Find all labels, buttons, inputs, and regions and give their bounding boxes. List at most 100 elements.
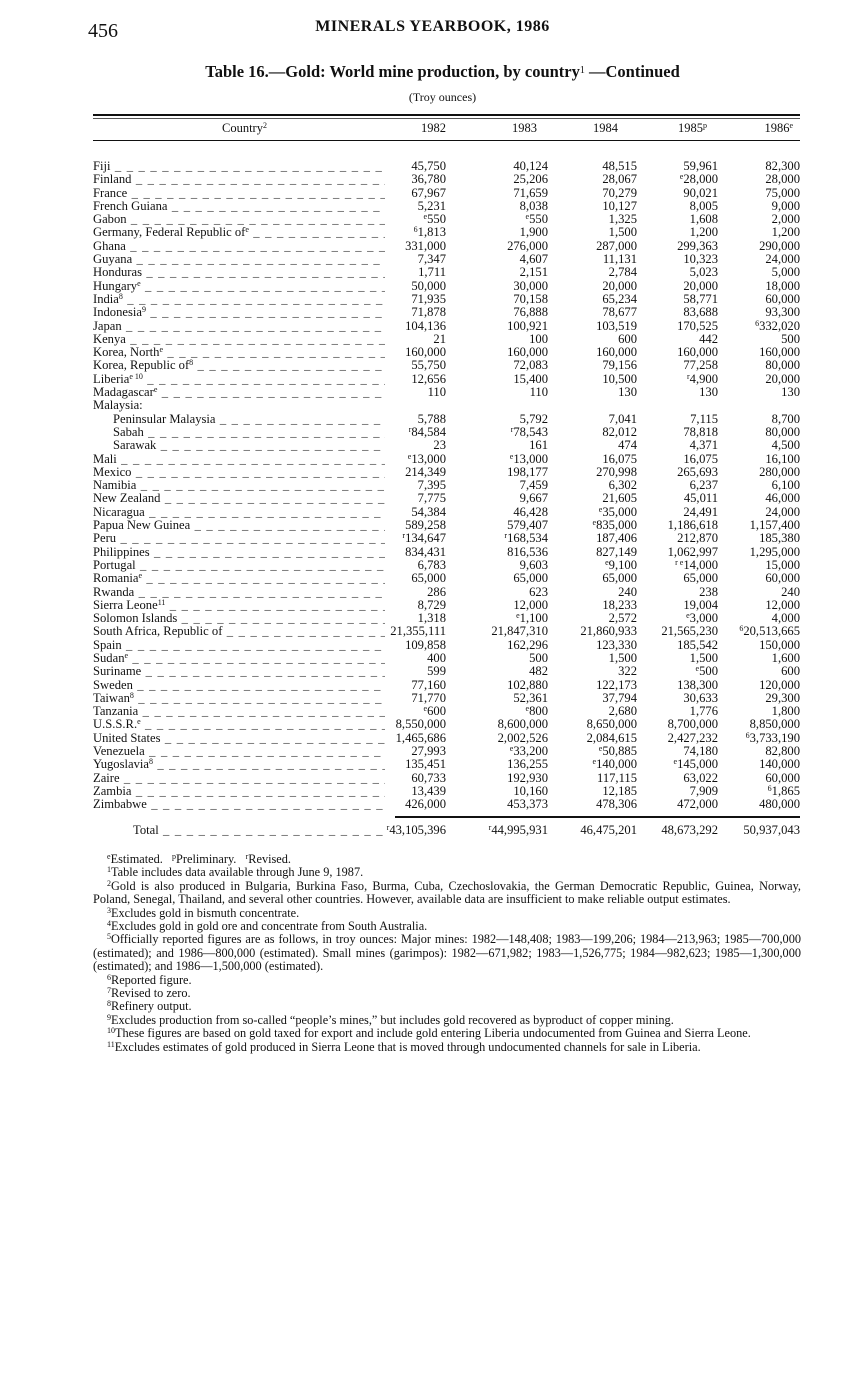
value-text: 7,395 — [417, 478, 446, 493]
dot-leader: _ _ _ _ _ _ _ _ _ _ _ _ _ _ _ _ _ _ _ _ … — [160, 439, 385, 453]
country-name: Papua New Guinea _ _ _ _ _ _ _ _ _ _ _ _… — [93, 519, 385, 532]
value-text: 14,000 — [683, 557, 718, 572]
table-title-text: Table 16.—Gold: World mine production, b… — [205, 62, 580, 81]
table-row: Madagascare _ _ _ _ _ _ _ _ _ _ _ _ _ _ … — [93, 385, 800, 400]
value-text: 6,100 — [771, 478, 800, 493]
value-cell: 7,347 — [417, 252, 446, 267]
value-cell: 12,000 — [513, 598, 548, 612]
value-text: 15,400 — [513, 371, 548, 386]
value-text: 478,306 — [596, 797, 637, 812]
value-footnote-ref: e — [423, 212, 428, 222]
table-row: Yugoslavia8 _ _ _ _ _ _ _ _ _ _ _ _ _ _ … — [93, 758, 800, 771]
value-cell: 10,127 — [602, 199, 637, 213]
table-row: Sierra Leone11 _ _ _ _ _ _ _ _ _ _ _ _ _… — [93, 598, 800, 612]
value-text: 80,000 — [765, 424, 800, 439]
value-footnote-ref: e — [686, 611, 690, 621]
value-cell: 7,115 — [690, 412, 718, 426]
value-footnote-ref: e — [673, 757, 678, 767]
value-text: 82,800 — [765, 744, 800, 759]
value-text: 1,062,997 — [667, 544, 718, 559]
country-label: Portugal — [93, 558, 136, 572]
header-country-label: Country — [222, 121, 263, 135]
country-name: Japan _ _ _ _ _ _ _ _ _ _ _ _ _ _ _ _ _ … — [93, 320, 385, 333]
dot-leader: _ _ _ _ _ _ _ _ _ _ _ _ _ _ _ _ _ _ _ _ … — [130, 332, 385, 346]
value-text: 60,000 — [765, 770, 800, 785]
value-text: 104,136 — [405, 318, 446, 333]
table-row: Romaniae _ _ _ _ _ _ _ _ _ _ _ _ _ _ _ _… — [93, 572, 800, 585]
value-cell: 21,605 — [602, 492, 637, 505]
value-text: 145,000 — [677, 757, 718, 772]
value-text: 7,347 — [417, 252, 446, 267]
value-text: 1,711 — [418, 265, 446, 280]
value-footnote-ref: 6 — [413, 225, 418, 235]
table-row: India8 _ _ _ _ _ _ _ _ _ _ _ _ _ _ _ _ _… — [93, 292, 800, 306]
value-cell: 2,572 — [609, 611, 637, 625]
value-text: 117,115 — [597, 770, 637, 785]
value-text: 134,647 — [405, 531, 446, 546]
dot-leader: _ _ _ _ _ _ _ _ _ _ _ _ _ _ _ _ _ _ _ _ … — [145, 665, 385, 679]
value-cell: 104,136 — [405, 318, 446, 333]
value-cell: 58,771 — [683, 292, 718, 306]
value-text: 84,584 — [411, 424, 446, 439]
country-label: Gabon — [93, 213, 127, 227]
value-text: 67,967 — [411, 185, 446, 200]
value-cell: 10,500 — [602, 372, 637, 386]
value-text: 8,700,000 — [667, 717, 718, 732]
country-label: Zaire — [93, 771, 120, 785]
footnote: 4Excludes gold in gold ore and concentra… — [93, 919, 801, 933]
value-cell: 5,023 — [690, 266, 718, 279]
country-name: U.S.S.R.e _ _ _ _ _ _ _ _ _ _ _ _ _ _ _ … — [93, 718, 385, 731]
footnote-text: Refinery output. — [111, 999, 192, 1014]
table-row: Mali _ _ _ _ _ _ _ _ _ _ _ _ _ _ _ _ _ _… — [93, 452, 800, 466]
value-cell: 212,870 — [677, 532, 718, 545]
country-name: Yugoslavia8 _ _ _ _ _ _ _ _ _ _ _ _ _ _ … — [93, 758, 385, 771]
footnote: 2Gold is also produced in Bulgaria, Burk… — [93, 879, 801, 907]
value-cell: 331,000 — [405, 239, 446, 253]
value-cell: 2,151 — [520, 266, 548, 279]
country-name: Sudane _ _ _ _ _ _ _ _ _ _ _ _ _ _ _ _ _… — [93, 652, 385, 665]
table-row: Liberiae 10 _ _ _ _ _ _ _ _ _ _ _ _ _ _ … — [93, 371, 800, 386]
country-label: Finland — [93, 173, 132, 187]
value-text: 28,067 — [602, 172, 637, 187]
dot-leader: _ _ _ _ _ _ _ _ _ _ _ _ _ _ _ _ _ _ _ _ … — [194, 519, 385, 533]
value-text: 426,000 — [405, 797, 446, 812]
value-cell: 29,300 — [765, 691, 800, 705]
dot-leader: _ _ _ _ _ _ _ _ _ _ _ _ _ _ _ _ _ _ _ _ … — [150, 306, 385, 320]
footnote-text: Officially reported figures are as follo… — [93, 932, 805, 974]
country-name: Peru _ _ _ _ _ _ _ _ _ _ _ _ _ _ _ _ _ _… — [93, 532, 385, 545]
country-label: Papua New Guinea — [93, 519, 191, 533]
value-cell: 37,794 — [602, 691, 637, 705]
value-cell: 5,231 — [418, 199, 446, 213]
value-cell: 5,788 — [418, 412, 446, 426]
value-text: 1,500 — [608, 225, 637, 240]
country-name: Nicaragua _ _ _ _ _ _ _ _ _ _ _ _ _ _ _ … — [93, 506, 385, 519]
value-cell: r e14,000 — [675, 557, 718, 572]
header-year-sup: p — [703, 121, 707, 130]
value-cell: 61,813 — [414, 226, 446, 239]
value-text: 130 — [618, 385, 637, 400]
table-row: Portugal _ _ _ _ _ _ _ _ _ _ _ _ _ _ _ _… — [93, 557, 800, 572]
value-text: 500 — [699, 664, 718, 679]
country-name: Guyana _ _ _ _ _ _ _ _ _ _ _ _ _ _ _ _ _… — [93, 253, 385, 266]
value-cell: 827,149 — [596, 545, 637, 559]
value-text: 322 — [618, 664, 637, 679]
value-cell: 27,993 — [411, 744, 446, 758]
value-text: 4,000 — [771, 611, 800, 626]
value-text: 599 — [427, 664, 446, 679]
country-label: Peninsular Malaysia — [113, 412, 216, 426]
value-cell: 160,000 — [759, 346, 800, 359]
footnote-marker: 8 — [107, 999, 111, 1009]
country-name: French Guiana _ _ _ _ _ _ _ _ _ _ _ _ _ … — [93, 200, 385, 213]
dot-leader: _ _ _ _ _ _ _ _ _ _ _ _ _ _ _ _ _ _ _ _ … — [120, 532, 385, 546]
value-text: 2,151 — [519, 265, 548, 280]
country-name: New Zealand _ _ _ _ _ _ _ _ _ _ _ _ _ _ … — [93, 492, 385, 505]
value-text: 161 — [529, 438, 548, 453]
value-footnote-ref: 6 — [767, 783, 772, 793]
value-text: 33,200 — [513, 744, 548, 759]
running-head-text: MINERALS YEARBOOK, 1986 — [315, 18, 550, 35]
value-text: 4,900 — [689, 371, 718, 386]
table-row: United States _ _ _ _ _ _ _ _ _ _ _ _ _ … — [93, 731, 800, 745]
value-text: 24,491 — [683, 504, 718, 519]
value-cell: 1,500 — [609, 226, 637, 239]
value-cell: 8,650,000 — [587, 718, 637, 731]
